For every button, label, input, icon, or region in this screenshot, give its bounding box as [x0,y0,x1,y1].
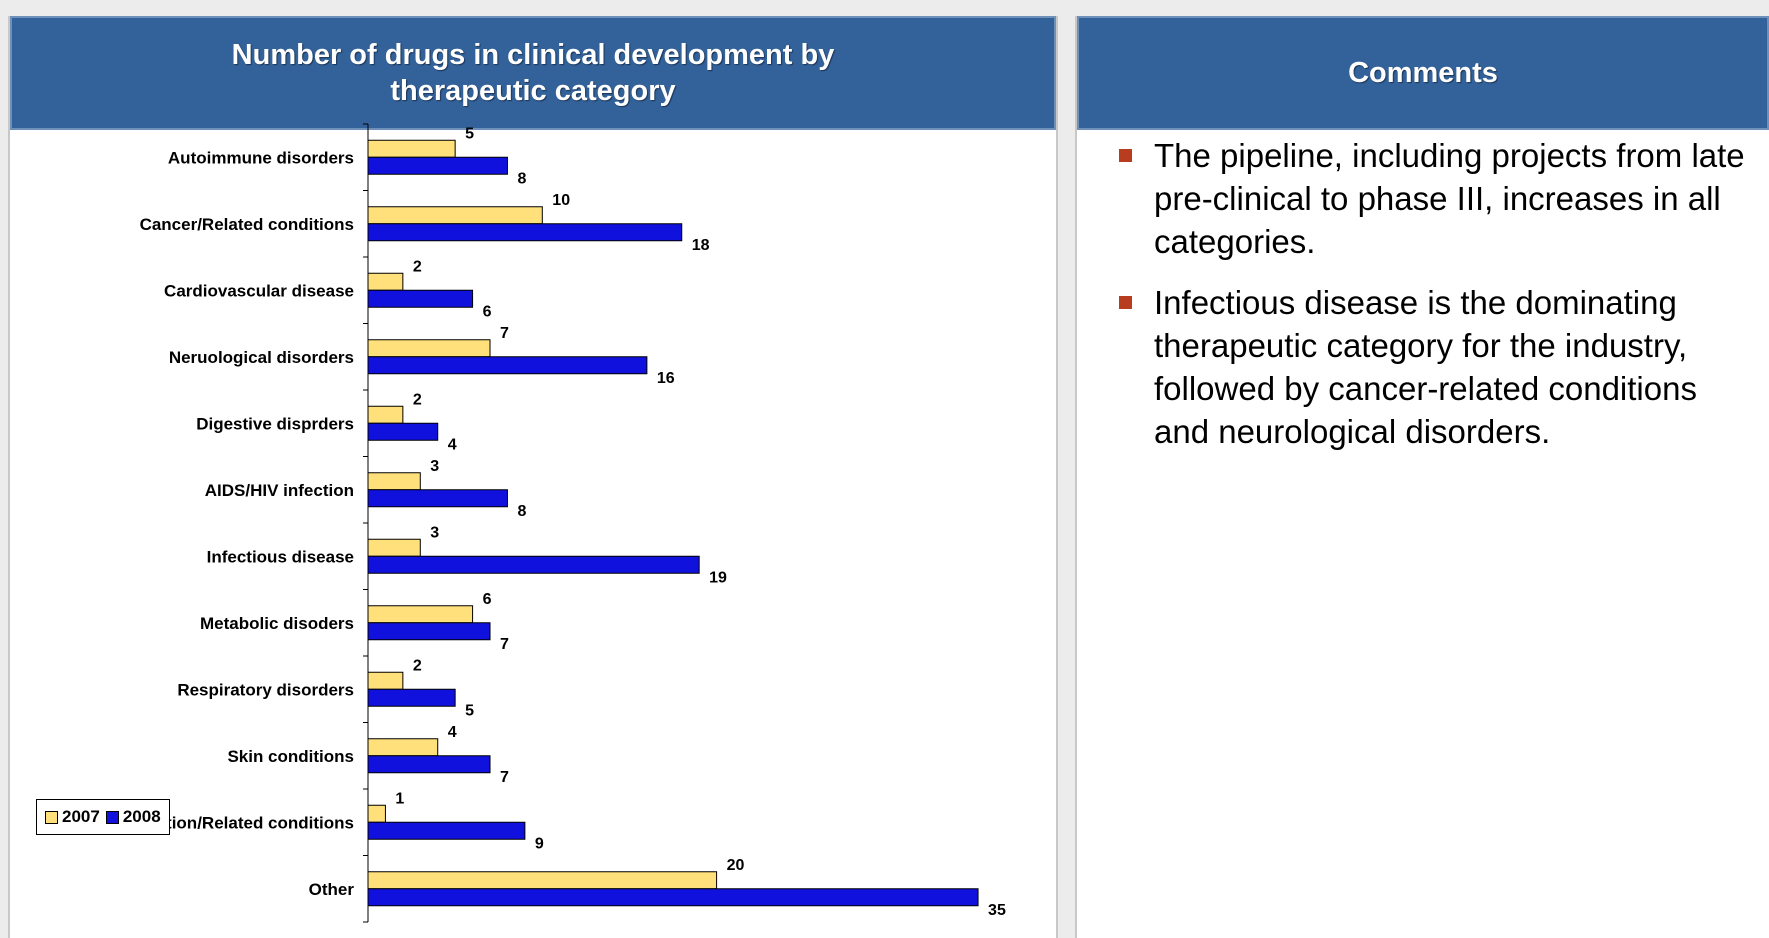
chart-panel-header: Number of drugs in clinical development … [10,16,1056,130]
bar-2008 [367,289,474,308]
category-label: Neruological disorders [169,348,354,367]
data-label-2007: 4 [448,724,457,741]
comments-panel: Comments The pipeline, including project… [1075,16,1769,938]
chart-panel: Number of drugs in clinical development … [8,16,1058,938]
bar-2007 [367,139,456,158]
bar-2008 [367,223,683,242]
bullet-square-icon [1119,296,1132,309]
category-label: Cardiovascular disease [164,281,354,300]
comment-item: Infectious disease is the dominating the… [1099,281,1759,453]
category-label: Respiratory disorders [177,680,354,699]
data-label-2007: 10 [552,192,570,209]
bar-2007 [367,206,543,225]
category-label: Digestive disprders [196,414,354,433]
bar-2007 [367,605,474,624]
comments-title: Comments [1348,57,1498,89]
bar-2008 [367,888,979,907]
data-label-2008: 8 [517,170,526,187]
bar-2008 [367,489,508,508]
bar-2007 [367,871,718,890]
bar-2007 [367,804,386,823]
bar-2007 [367,538,421,557]
bar-2007 [367,339,491,358]
bar-2008 [367,821,526,840]
legend-item-2007: 2007 [45,807,100,827]
bar-2008 [367,755,491,774]
bar-2007 [367,272,404,291]
data-label-2007: 20 [727,857,745,874]
bar-2008 [367,356,648,375]
bullet-square-icon [1119,149,1132,162]
data-label-2007: 2 [413,657,422,674]
legend-item-2008: 2008 [105,807,161,827]
comment-item: The pipeline, including projects from la… [1099,134,1759,263]
bar-2007 [367,671,404,690]
category-label: Autoimmune disorders [168,148,354,167]
data-label-2008: 8 [517,503,526,520]
bar-2007 [367,472,421,491]
bar-2008 [367,555,700,574]
legend-swatch-2007 [45,810,58,824]
data-label-2008: 9 [535,835,544,852]
category-label: Cancer/Related conditions [140,215,354,234]
data-label-2007: 3 [430,458,439,475]
data-label-2007: 3 [430,524,439,541]
category-label: Metabolic disoders [200,614,354,633]
data-label-2008: 7 [500,769,509,786]
chart-legend: 2007 2008 [36,799,170,835]
chart-title: Number of drugs in clinical development … [231,39,835,107]
bar-2008 [367,422,439,441]
bar-2008 [367,622,491,641]
bar-2008 [367,156,508,175]
bar-2007 [367,738,439,757]
category-label: Other [309,880,355,899]
data-label-2007: 5 [465,125,474,142]
bar-chart: Autoimmune disorders 5 8 Cancer/Related con… [71,123,1006,923]
comments-panel-header: Comments [1077,16,1769,130]
data-label-2007: 7 [500,325,509,342]
data-label-2008: 19 [709,569,727,586]
category-label: Infectious disease [207,547,354,566]
data-label-2008: 6 [483,303,492,320]
legend-label-2007: 2007 [62,807,100,826]
data-label-2007: 2 [413,391,422,408]
bar-2008 [367,688,456,707]
comment-text: Infectious disease is the dominating the… [1154,284,1697,450]
data-label-2007: 1 [395,790,404,807]
data-label-2008: 4 [448,436,457,453]
data-label-2008: 7 [500,636,509,653]
data-label-2008: 35 [988,902,1006,919]
bar-2007 [367,405,404,424]
legend-swatch-2008 [105,810,119,824]
data-label-2008: 5 [465,702,474,719]
category-label: AIDS/HIV infection [205,481,354,500]
data-label-2008: 18 [692,237,710,254]
data-label-2007: 2 [413,258,422,275]
comments-list: The pipeline, including projects from la… [1099,134,1759,471]
data-label-2008: 16 [657,370,675,387]
category-label: Skin conditions [227,747,354,766]
legend-label-2008: 2008 [122,807,161,826]
comment-text: The pipeline, including projects from la… [1154,137,1745,260]
data-label-2007: 6 [483,591,492,608]
